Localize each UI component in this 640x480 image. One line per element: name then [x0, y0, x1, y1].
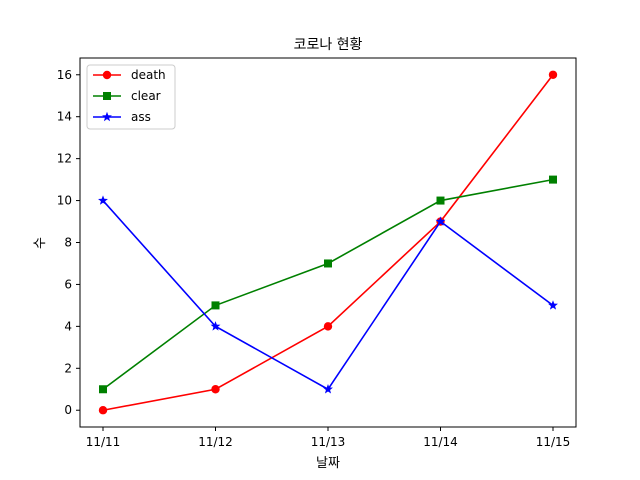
legend-box	[86, 64, 176, 130]
data-point-death	[323, 322, 333, 331]
legend-item-clear: clear	[93, 89, 161, 103]
legend-item-ass: ass	[93, 110, 151, 124]
legend-marker	[103, 92, 111, 100]
data-point-clear	[324, 259, 332, 268]
legend-marker	[102, 70, 112, 80]
series-ass	[98, 195, 558, 394]
legend-label: clear	[131, 89, 161, 103]
y-tick-label: 0	[64, 403, 72, 417]
x-tick-label: 11/15	[536, 435, 571, 449]
x-tick-label: 11/11	[86, 435, 121, 449]
x-axis: 11/11 11/12 11/13 11/14 11/15	[86, 427, 571, 449]
data-point-death	[211, 385, 220, 394]
data-point-ass	[323, 384, 333, 394]
y-tick-label: 16	[57, 68, 72, 82]
y-tick-label: 10	[57, 194, 72, 208]
y-tick-label: 14	[57, 110, 72, 124]
data-point-clear	[99, 385, 107, 394]
data-point-death	[548, 70, 558, 79]
legend: death clear ass	[86, 64, 176, 130]
x-tick-label: 11/13	[311, 435, 346, 449]
y-tick-label: 12	[57, 152, 72, 166]
legend-label: ass	[131, 110, 151, 124]
series-line-clear	[102, 178, 554, 390]
series-layer	[98, 70, 558, 415]
x-tick-label: 11/12	[198, 435, 233, 449]
legend-label: death	[131, 68, 166, 82]
y-tick-label: 4	[64, 319, 72, 333]
y-tick-label: 2	[64, 361, 72, 375]
y-tick-label: 6	[64, 277, 72, 291]
series-line-ass	[102, 200, 554, 391]
chart-title: 코로나 현황	[294, 37, 363, 53]
legend-item-death: death	[93, 68, 166, 82]
data-point-ass	[210, 321, 221, 331]
data-point-clear	[211, 301, 220, 310]
series-clear	[99, 175, 557, 394]
data-point-ass	[548, 300, 558, 310]
y-tick-label: 8	[64, 236, 72, 250]
data-point-clear	[549, 175, 557, 184]
x-tick-label: 11/14	[423, 435, 458, 449]
y-axis-label: 수	[33, 237, 48, 249]
data-point-death	[98, 406, 108, 415]
legend-marker	[102, 111, 112, 122]
y-axis: 0 2 4 6 8 10 12 14 16	[57, 68, 80, 417]
data-point-ass	[435, 216, 446, 226]
x-axis-label: 날짜	[316, 456, 340, 471]
data-point-clear	[436, 196, 445, 205]
data-point-ass	[98, 195, 108, 205]
